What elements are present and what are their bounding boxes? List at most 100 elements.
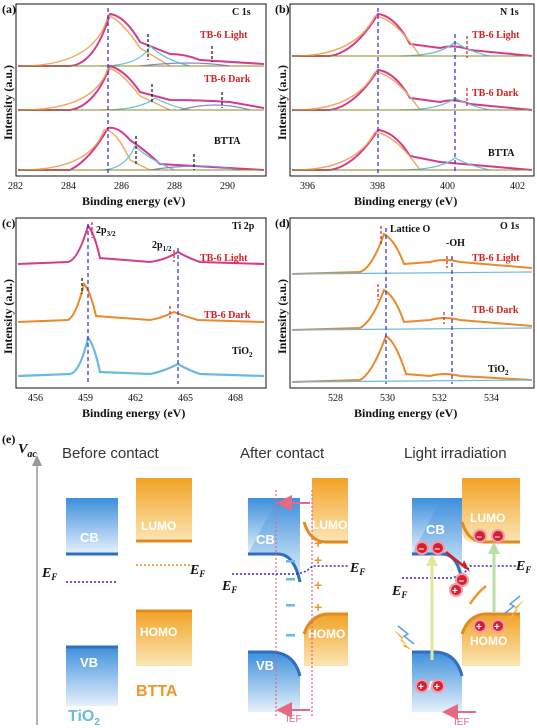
xtick: 398 (370, 181, 385, 192)
svg-text:+: + (452, 586, 458, 597)
xtick: 462 (128, 393, 143, 404)
panel-b-xticks: 396 398 400 402 (300, 181, 525, 192)
panel-a-xticks: 282 284 286 288 290 (8, 181, 235, 192)
panel-a-title: C 1s (232, 7, 251, 18)
btta-material-label: BTTA (136, 683, 178, 700)
cb-label: CB (80, 530, 99, 545)
after-ef-line (232, 565, 348, 575)
panel-c-trace-1: TB-6 Light (200, 253, 248, 264)
svg-text:+: + (314, 577, 322, 593)
panel-a-trace-2: TB-6 Dark (204, 74, 251, 85)
after-ef-left: EF (221, 579, 237, 595)
panel-c-peak-1: 2p3/2 (96, 225, 116, 238)
title-before-contact: Before contact (62, 445, 160, 462)
panel-b-xlabel: Binding energy (eV) (354, 194, 457, 208)
xtick: 465 (178, 393, 193, 404)
tio2-cb-block (66, 498, 118, 554)
panel-b-ylabel: Intensity (a.u.) (275, 65, 289, 140)
panel-d-title: O 1s (500, 221, 519, 232)
xtick: 288 (167, 181, 182, 192)
light-bolt-icon (503, 595, 524, 620)
light-ef-right: EF (515, 559, 531, 575)
ief-label: IEF (286, 714, 302, 725)
electron-icons: – – – – – + (415, 529, 505, 597)
svg-text:+: + (494, 622, 500, 633)
panel-b-trace-2: TB-6 Dark (472, 88, 519, 99)
after-ef-right: EF (349, 561, 365, 577)
transfer-arrow-icon (468, 585, 487, 605)
svg-text:–: – (435, 544, 441, 555)
light-homo-label: HOMO (470, 634, 507, 648)
btta-homo-block (136, 610, 192, 666)
charge-signs: + + + + (286, 535, 322, 637)
svg-text:+: + (314, 552, 322, 568)
panel-d-xticks: 528 530 532 534 (328, 393, 499, 404)
xtick: 532 (432, 393, 447, 404)
panel-b-trace-3: BTTA (488, 148, 515, 159)
xtick: 400 (440, 181, 455, 192)
panel-c-ti2p (15, 217, 267, 389)
panel-c-traces (17, 222, 265, 384)
panel-c-trace-2: TB-6 Dark (204, 310, 251, 321)
panel-b-title: N 1s (500, 7, 519, 18)
tio2-vb-block (66, 646, 118, 706)
xtick: 459 (78, 393, 93, 404)
xtick: 534 (484, 393, 499, 404)
panel-d-xlabel: Binding energy (eV) (354, 406, 457, 420)
panel-b-traces (292, 8, 533, 174)
panel-c-trace-3: TiO2 (232, 346, 253, 359)
panel-a-xlabel: Binding energy (eV) (82, 194, 185, 208)
svg-text:–: – (459, 576, 465, 587)
xtick: 530 (380, 393, 395, 404)
panel-c-title: Ti 2p (232, 221, 255, 232)
btta-lumo-block (136, 478, 192, 542)
panel-d-peak-1: Lattice O (390, 224, 430, 235)
svg-text:–: – (477, 532, 483, 543)
light-cb-label: CB (426, 522, 445, 537)
tio2-material-label: TiO2 (68, 708, 100, 728)
panel-c-xlabel: Binding energy (eV) (82, 406, 185, 420)
xtick: 456 (28, 393, 43, 404)
lumo-label: LUMO (141, 519, 176, 533)
panel-a-label: (a) (2, 2, 16, 16)
xtick: 396 (300, 181, 315, 192)
svg-text:+: + (476, 622, 482, 633)
xtick: 282 (8, 181, 23, 192)
panel-d-traces (291, 226, 533, 384)
vac-label: Vac (18, 442, 37, 460)
title-after-contact: After contact (240, 445, 325, 462)
light-ief-label: IEF (454, 717, 470, 728)
panel-a-ylabel: Intensity (a.u.) (1, 65, 15, 140)
svg-text:–: – (495, 532, 501, 543)
xtick: 284 (61, 181, 76, 192)
panel-b-label: (b) (275, 2, 290, 16)
panel-d-trace-2: TB-6 Dark (472, 305, 519, 316)
panel-d-label: (d) (275, 216, 290, 230)
svg-text:+: + (418, 682, 424, 693)
panel-e-scheme: (e) Vac Before contact After contact Lig… (2, 432, 531, 728)
panel-c-ylabel: Intensity (a.u.) (1, 279, 15, 354)
svg-text:–: – (419, 544, 425, 555)
light-bolt-icon (394, 625, 415, 650)
panel-e-label: (e) (2, 432, 15, 446)
light-ef-left: EF (391, 584, 407, 600)
panel-a-traces (18, 8, 265, 174)
title-light-irradiation: Light irradiation (404, 445, 507, 462)
panel-c-peak-2: 2p1/2 (152, 240, 172, 253)
light-lumo-label: LUMO (470, 511, 505, 525)
panel-c-xticks: 456 459 462 465 468 (28, 393, 243, 404)
panel-b-n1s (289, 3, 535, 177)
hole-icons: + + + + (415, 619, 505, 693)
ef-tio2-label: EF (41, 566, 57, 582)
xtick: 290 (220, 181, 235, 192)
svg-text:+: + (434, 682, 440, 693)
xtick: 528 (328, 393, 343, 404)
panel-a-c1s (15, 3, 267, 177)
xtick: 402 (510, 181, 525, 192)
after-cb-label: CB (256, 532, 275, 547)
panel-d-o1s (289, 217, 535, 389)
svg-text:+: + (314, 599, 322, 615)
after-vb-label: VB (256, 658, 274, 673)
panel-d-trace-3: TiO2 (488, 364, 509, 377)
